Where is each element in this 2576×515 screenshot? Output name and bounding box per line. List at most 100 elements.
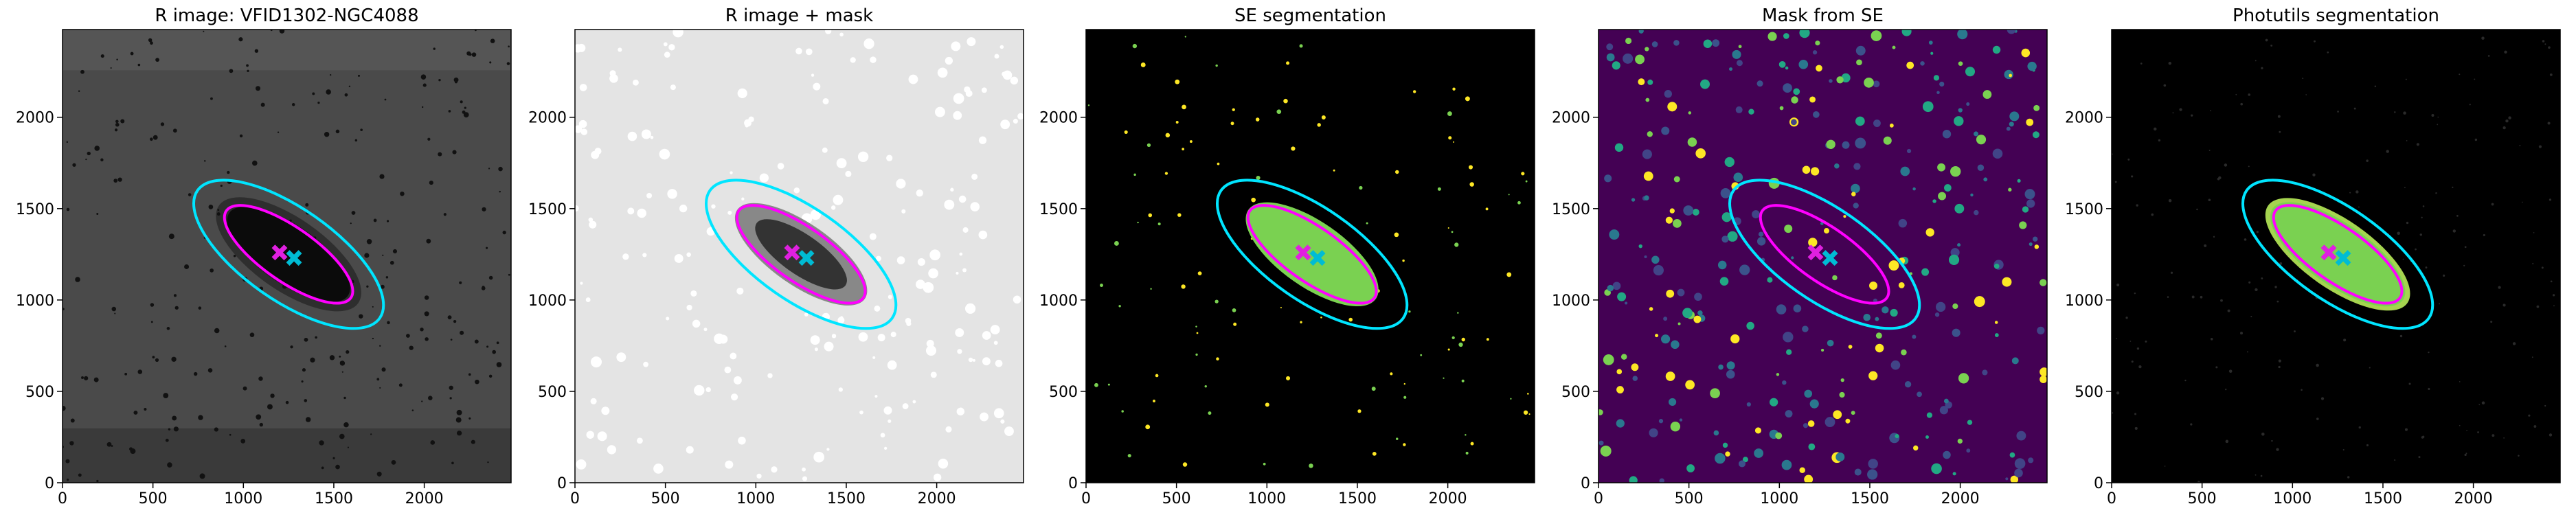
mask-source	[1906, 61, 1914, 69]
segment	[2125, 317, 2128, 319]
mask-hole	[934, 473, 942, 481]
center-marker	[2335, 250, 2351, 266]
mask-hole	[646, 192, 653, 198]
mask-source	[1928, 41, 1933, 45]
mask-source	[1733, 172, 1743, 183]
star	[443, 213, 447, 216]
segment	[1197, 271, 1202, 276]
mask-source	[1649, 428, 1658, 437]
star	[165, 438, 169, 442]
mask-hole	[609, 73, 618, 83]
star	[267, 404, 273, 410]
star	[172, 128, 177, 133]
star	[304, 337, 308, 342]
mask-source	[1936, 301, 1946, 312]
mask-source	[2005, 477, 2009, 481]
segment	[2452, 229, 2456, 233]
mask-source	[1666, 289, 1675, 298]
star	[438, 152, 442, 157]
mask-source	[1726, 361, 1735, 370]
segment	[1182, 104, 1186, 110]
mask-hole	[959, 252, 963, 256]
mask-source	[1958, 373, 1969, 384]
star	[152, 356, 155, 359]
mask-source	[1687, 137, 1697, 147]
mask-source	[1665, 216, 1673, 224]
segment	[2337, 111, 2339, 113]
segment	[1216, 357, 1219, 360]
star	[428, 396, 433, 400]
mask-hole	[705, 387, 711, 393]
star	[214, 328, 220, 334]
segment	[2439, 303, 2441, 305]
mask-source	[1815, 41, 1820, 46]
star	[168, 233, 174, 240]
mask-source	[1631, 198, 1636, 202]
mask-source	[1917, 391, 1922, 398]
star	[78, 90, 80, 92]
star	[366, 239, 372, 244]
segment	[2474, 138, 2478, 141]
star	[254, 49, 259, 53]
segment	[2191, 114, 2193, 117]
mask-hole	[650, 135, 654, 139]
inner-ellipse	[1759, 204, 1890, 305]
mask-hole	[831, 205, 836, 210]
x-tick-label: 500	[651, 490, 680, 507]
star	[100, 158, 104, 161]
mask-source	[1775, 432, 1783, 439]
star	[448, 110, 451, 113]
mask-source	[1982, 369, 1988, 376]
mask-hole	[636, 437, 643, 444]
segment	[2405, 428, 2408, 431]
segment	[1195, 325, 1197, 328]
mask-hole	[888, 419, 892, 423]
mask-source	[1767, 32, 1777, 41]
segment	[1527, 393, 1529, 395]
mask-source	[1840, 378, 1844, 382]
star	[326, 89, 331, 95]
segment	[2179, 108, 2182, 111]
star	[438, 78, 441, 82]
mask-source	[1868, 371, 1878, 380]
star	[305, 203, 309, 207]
segment	[2145, 340, 2147, 343]
mask-source	[1746, 402, 1751, 407]
star	[339, 355, 341, 358]
mask-hole	[825, 30, 832, 34]
segment	[2504, 50, 2507, 54]
mask-hole	[577, 43, 586, 52]
segment	[2366, 159, 2369, 162]
x-tick-label: 1000	[1760, 490, 1798, 507]
mask-hole	[633, 79, 639, 86]
mask-source	[1651, 255, 1660, 264]
segment	[2355, 190, 2359, 194]
segment	[1447, 348, 1450, 351]
segment	[2518, 455, 2520, 457]
mask-source	[1598, 440, 1604, 446]
star	[229, 69, 234, 73]
mask-source	[1752, 210, 1760, 218]
mask-hole	[813, 451, 825, 463]
star	[471, 439, 475, 444]
mask-source	[1604, 174, 1612, 183]
segment	[2533, 425, 2537, 428]
segment	[2422, 205, 2425, 207]
segment	[2256, 231, 2259, 233]
mask-hole	[967, 37, 976, 47]
segment	[1443, 377, 1445, 379]
segment	[2271, 439, 2273, 442]
segment	[1408, 310, 1411, 313]
mask-source	[1892, 45, 1896, 49]
segment	[1148, 213, 1153, 218]
segment	[1317, 123, 1321, 127]
segment	[2134, 413, 2137, 415]
mask-source	[1871, 30, 1882, 41]
segment	[2349, 192, 2351, 194]
mask-hole	[838, 387, 844, 392]
mask-source	[1952, 303, 1958, 310]
star	[199, 473, 205, 479]
mask-hole	[925, 345, 937, 356]
star	[496, 362, 502, 367]
mask-source	[1643, 171, 1653, 181]
